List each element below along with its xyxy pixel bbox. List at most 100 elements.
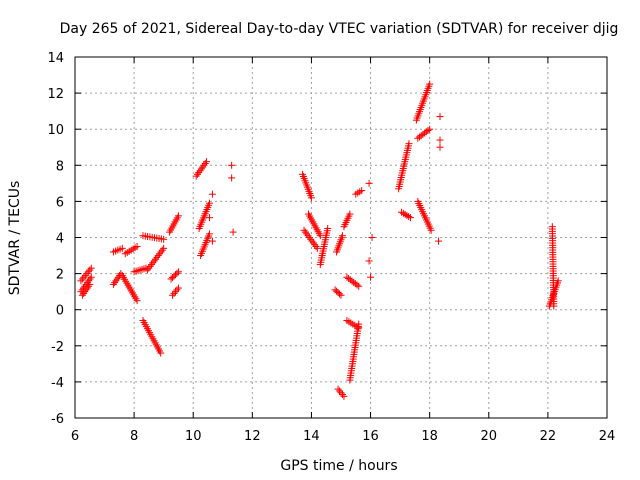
- data-point: [338, 232, 346, 240]
- data-point: [77, 277, 85, 285]
- data-points: [77, 80, 562, 400]
- data-point: [82, 286, 90, 294]
- data-point: [197, 165, 205, 173]
- data-point: [208, 190, 216, 198]
- data-point: [228, 174, 236, 182]
- x-tick-labels: 6 8 10 12 14 16 18 20 22 24: [71, 429, 615, 444]
- data-point: [157, 349, 165, 357]
- y-tick-label: 10: [47, 123, 64, 138]
- data-point: [312, 243, 320, 251]
- data-point: [111, 279, 119, 287]
- data-point: [171, 288, 179, 296]
- y-tick-label: 2: [56, 268, 64, 283]
- x-tick-label: 8: [130, 429, 138, 444]
- data-point: [133, 243, 141, 251]
- x-tick-label: 6: [71, 429, 79, 444]
- data-point: [156, 250, 164, 258]
- data-point: [201, 159, 209, 167]
- data-point: [203, 158, 211, 166]
- data-point: [154, 252, 162, 260]
- data-point: [158, 246, 166, 254]
- data-point: [316, 232, 324, 240]
- plot-frame: [74, 56, 608, 419]
- data-point: [303, 230, 311, 238]
- data-point: [311, 241, 319, 249]
- data-point: [301, 228, 309, 236]
- data-point: [355, 320, 363, 328]
- data-point: [365, 257, 373, 265]
- data-point: [86, 266, 94, 274]
- data-point: [145, 264, 153, 272]
- x-tick-label: 14: [303, 429, 320, 444]
- data-point: [336, 290, 344, 298]
- data-point: [109, 280, 117, 288]
- data-point: [399, 209, 407, 217]
- data-point: [147, 261, 155, 269]
- data-point: [436, 143, 444, 151]
- data-point: [167, 275, 175, 283]
- data-point: [160, 244, 168, 252]
- data-point: [427, 226, 435, 234]
- data-point: [193, 170, 201, 178]
- data-point: [406, 214, 414, 222]
- data-point: [365, 179, 373, 187]
- data-point: [340, 392, 348, 400]
- data-point: [426, 80, 434, 88]
- data-point: [403, 211, 411, 219]
- data-point: [117, 270, 125, 278]
- data-point: [152, 255, 160, 263]
- y-tick-label: 4: [56, 232, 64, 247]
- data-point: [353, 281, 361, 289]
- data-point: [174, 212, 182, 220]
- data-point: [83, 284, 91, 292]
- data-point: [305, 234, 313, 241]
- data-point: [81, 288, 89, 296]
- data-point: [153, 253, 161, 261]
- data-point: [173, 269, 181, 277]
- data-point: [133, 297, 141, 305]
- data-point: [83, 270, 91, 278]
- data-point: [80, 289, 88, 297]
- data-point: [424, 126, 432, 134]
- data-point: [334, 385, 342, 393]
- data-point: [157, 248, 165, 256]
- x-axis-title: GPS time / hours: [280, 458, 397, 474]
- data-point: [78, 275, 86, 283]
- y-tick-label: 0: [56, 304, 64, 319]
- data-point: [405, 213, 413, 221]
- data-point: [81, 271, 89, 279]
- data-point: [118, 244, 126, 252]
- data-point: [87, 264, 95, 272]
- data-point: [300, 226, 308, 234]
- x-tick-label: 24: [599, 429, 616, 444]
- y-tick-labels: -6 -4 -2 0 2 4 6 8 10 12 14: [47, 51, 64, 427]
- data-point: [405, 140, 413, 148]
- data-point: [426, 125, 434, 133]
- data-point: [308, 237, 316, 245]
- data-point: [171, 271, 179, 279]
- data-point: [146, 262, 154, 270]
- data-point: [228, 161, 236, 169]
- data-point: [170, 272, 178, 280]
- x-tick-label: 16: [362, 429, 379, 444]
- data-point: [368, 234, 376, 241]
- data-point: [200, 161, 208, 169]
- data-point: [80, 273, 88, 281]
- x-tick-label: 12: [244, 429, 261, 444]
- data-point: [87, 273, 95, 281]
- data-point: [550, 302, 558, 310]
- y-tick-label: 12: [47, 87, 64, 102]
- data-point: [160, 235, 168, 243]
- data-point: [84, 268, 92, 276]
- data-point: [355, 282, 363, 290]
- data-point: [337, 291, 345, 299]
- data-point: [313, 244, 321, 252]
- data-point: [173, 286, 181, 294]
- data-point: [338, 391, 346, 399]
- data-point: [150, 257, 158, 265]
- data-point: [149, 259, 157, 267]
- data-point: [196, 167, 204, 175]
- data-point: [169, 291, 177, 299]
- y-tick-label: 8: [56, 159, 64, 174]
